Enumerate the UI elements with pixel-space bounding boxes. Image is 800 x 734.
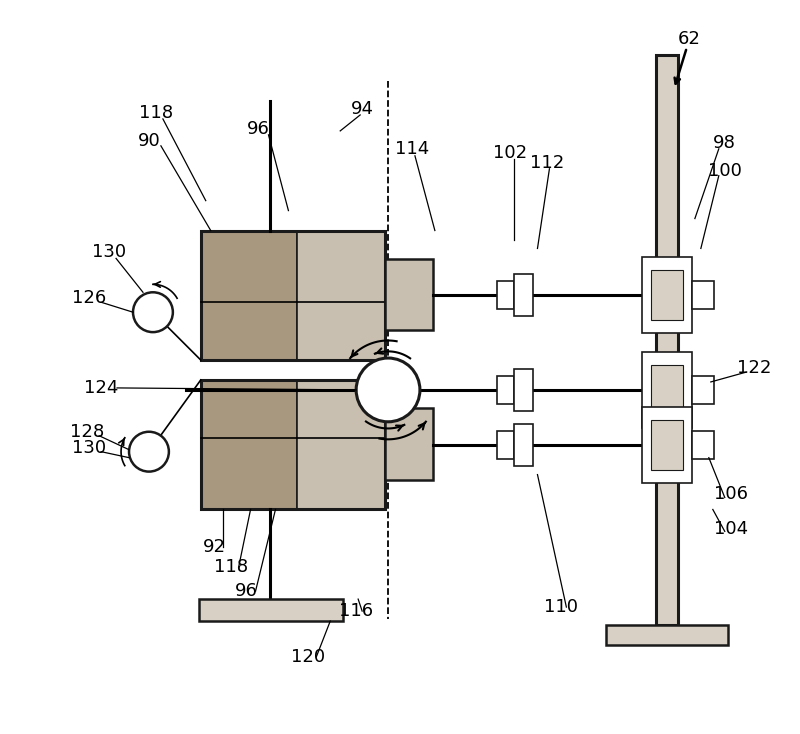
Bar: [201, 230, 385, 360]
Bar: [198, 599, 343, 621]
Text: 100: 100: [708, 161, 742, 180]
Circle shape: [356, 358, 420, 422]
Bar: [692, 431, 714, 459]
Bar: [497, 281, 514, 309]
Bar: [297, 230, 385, 360]
Bar: [642, 258, 692, 333]
Text: 130: 130: [92, 244, 126, 261]
Text: 112: 112: [530, 154, 565, 172]
Bar: [651, 270, 683, 320]
Bar: [497, 431, 514, 459]
Bar: [201, 380, 385, 509]
Text: 96: 96: [235, 582, 258, 600]
Text: 92: 92: [203, 538, 226, 556]
Circle shape: [133, 292, 173, 332]
Bar: [297, 380, 385, 509]
Text: 128: 128: [70, 423, 104, 440]
Text: 118: 118: [139, 104, 173, 122]
Bar: [385, 408, 433, 480]
Text: 62: 62: [678, 30, 700, 48]
Text: 104: 104: [714, 520, 748, 538]
Bar: [201, 230, 297, 360]
Text: 120: 120: [291, 648, 326, 666]
Bar: [514, 424, 534, 465]
Text: 116: 116: [339, 602, 374, 620]
Bar: [642, 407, 692, 482]
Bar: [642, 352, 692, 428]
Bar: [514, 275, 534, 316]
Bar: [606, 625, 728, 645]
Text: 110: 110: [544, 598, 578, 616]
Text: 90: 90: [138, 132, 160, 150]
Text: 114: 114: [395, 140, 429, 158]
Bar: [656, 55, 678, 625]
Bar: [385, 259, 433, 330]
Text: 126: 126: [72, 289, 106, 308]
Text: 94: 94: [350, 100, 374, 118]
Bar: [651, 365, 683, 415]
Bar: [201, 380, 297, 509]
Text: 130: 130: [72, 439, 106, 457]
Bar: [514, 369, 534, 411]
Text: 106: 106: [714, 484, 748, 503]
Text: 98: 98: [714, 134, 736, 152]
Text: 122: 122: [738, 359, 772, 377]
Bar: [692, 281, 714, 309]
Text: 96: 96: [247, 120, 270, 138]
Text: 118: 118: [214, 559, 248, 576]
Circle shape: [129, 432, 169, 472]
Text: 124: 124: [84, 379, 118, 397]
Bar: [651, 420, 683, 470]
Bar: [692, 376, 714, 404]
Text: 102: 102: [493, 144, 526, 161]
Bar: [497, 376, 514, 404]
